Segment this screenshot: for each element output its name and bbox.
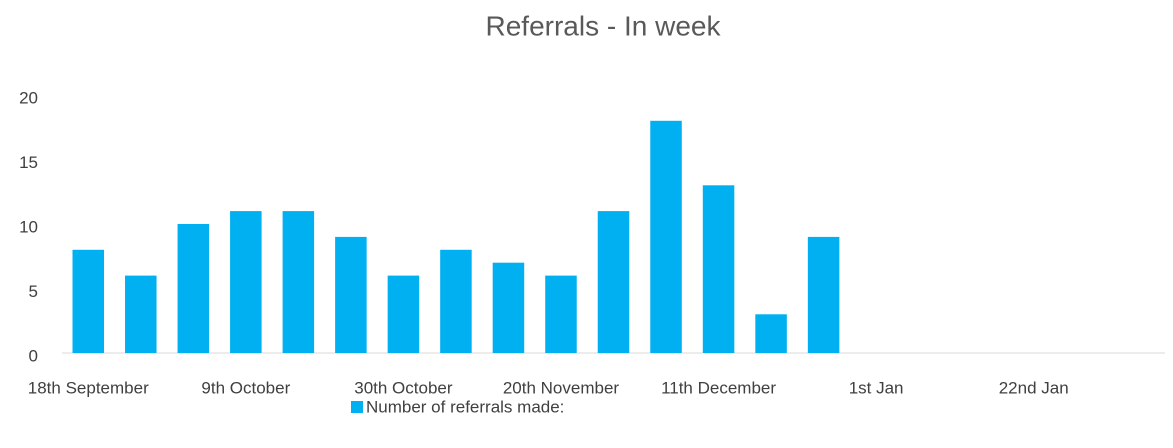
y-tick-label: 15 xyxy=(19,153,38,172)
bar xyxy=(230,211,262,353)
x-tick-label: 11th December xyxy=(661,378,776,397)
chart-title: Referrals - In week xyxy=(486,10,722,41)
bar xyxy=(650,120,682,353)
bar xyxy=(335,236,367,353)
legend-swatch xyxy=(351,401,363,413)
bar xyxy=(807,236,840,353)
y-tick-label: 10 xyxy=(19,217,38,236)
legend-label: Number of referrals made: xyxy=(366,397,564,416)
bar xyxy=(282,211,315,353)
x-tick-label: 22nd Jan xyxy=(999,378,1069,397)
bar xyxy=(492,262,525,353)
x-tick-label: 1st Jan xyxy=(849,378,904,397)
y-tick-label: 5 xyxy=(29,282,38,301)
y-tick-label: 0 xyxy=(29,346,38,365)
bar xyxy=(545,275,577,353)
x-tick-label: 30th October xyxy=(354,378,453,397)
y-tick-label: 20 xyxy=(19,88,38,107)
bar xyxy=(702,185,735,353)
bar xyxy=(72,249,105,353)
bar xyxy=(755,314,787,353)
bar xyxy=(387,275,420,353)
bar xyxy=(177,224,210,353)
x-tick-label: 20th November xyxy=(503,378,620,397)
x-tick-label: 18th September xyxy=(28,378,149,397)
bar xyxy=(597,211,630,353)
x-tick-label: 9th October xyxy=(201,378,290,397)
bar xyxy=(440,249,472,353)
bar xyxy=(125,275,157,353)
